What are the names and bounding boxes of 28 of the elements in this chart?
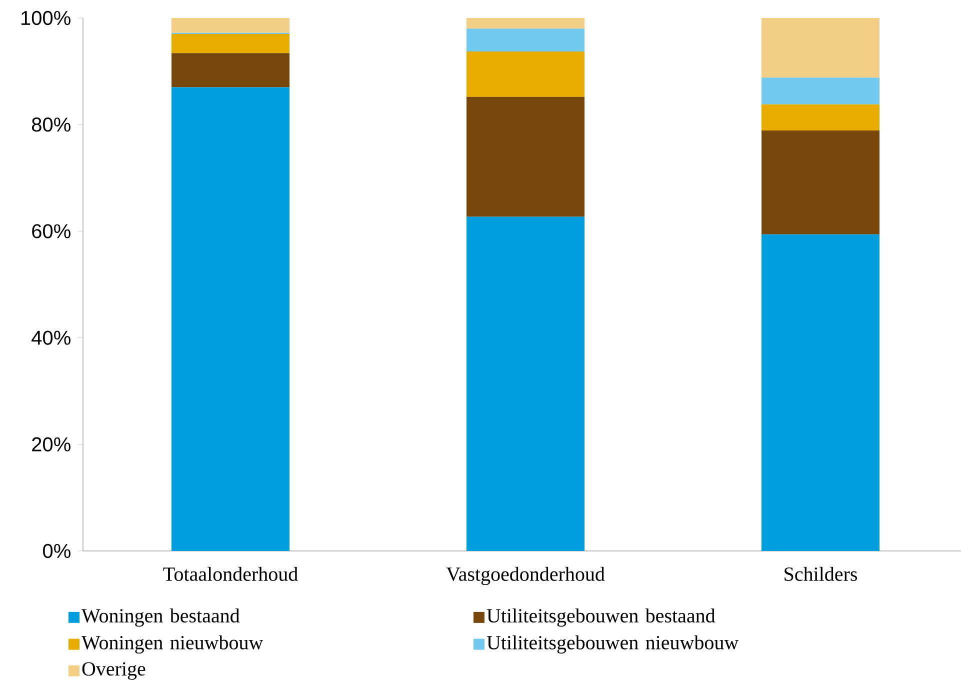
x-tick-label: Schilders [784, 566, 858, 581]
legend-label: Utiliteitsgebouwen nieuwbouw [486, 635, 739, 654]
bar [762, 78, 880, 104]
bar [466, 28, 585, 52]
legend-label: Woningen bestaand [82, 608, 240, 627]
bar [762, 234, 880, 551]
legend-label: Utiliteitsgebouwen bestaand [486, 608, 716, 627]
bar [466, 52, 585, 97]
bar [466, 216, 585, 551]
y-tick-label: 20% [32, 437, 70, 452]
x-tick-label: Vastgoedonderhoud [446, 566, 605, 586]
y-tick-label: 80% [32, 118, 70, 132]
bar [172, 34, 290, 54]
legend-label: Woningen nieuwbouw [82, 635, 264, 654]
bar [466, 18, 585, 29]
bar [466, 96, 585, 217]
y-tick-label: 40% [32, 330, 70, 345]
bar [172, 87, 290, 551]
y-tick-label: 0% [43, 544, 70, 558]
x-tick-label: Totaalonderhoud [163, 566, 298, 581]
bar [762, 104, 880, 130]
y-tick-label: 100% [22, 10, 70, 26]
bar [172, 18, 290, 33]
legend-label: Overige [82, 662, 146, 680]
bar [172, 53, 290, 88]
bar [762, 130, 880, 234]
y-tick-label: 60% [32, 224, 70, 238]
bar [762, 18, 880, 78]
